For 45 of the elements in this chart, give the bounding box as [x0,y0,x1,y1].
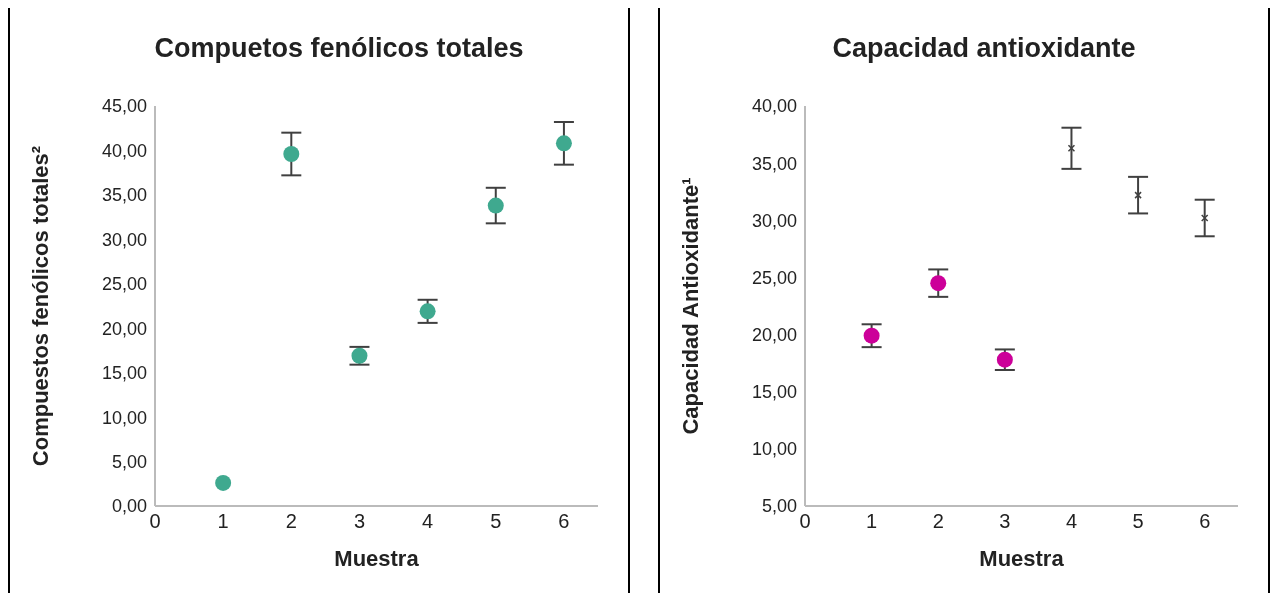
x-tick-label: 1 [217,510,229,533]
x-tick-label: 0 [799,510,811,533]
y-tick-label: 15,00 [101,363,147,384]
x-tick-label: 2 [932,510,944,533]
y-tick-label: 35,00 [751,153,797,174]
x-tick-label: 1 [866,510,878,533]
y-tick-label: 40,00 [101,140,147,161]
y-tick-label: 35,00 [101,185,147,206]
point [555,135,572,152]
y-tick-label: 45,00 [101,96,147,117]
y-tick-label: 20,00 [101,318,147,339]
x-tick-label: 4 [1065,510,1078,533]
y-axis-title: Compuestos fenólicos totales² [27,145,53,467]
point [419,303,436,320]
y-tick-label: 5,00 [761,496,797,517]
x-axis-title: Muestra [979,546,1065,571]
y-tick-label: 10,00 [751,439,797,460]
y-tick-label: 40,00 [751,96,797,117]
point [487,197,504,214]
x-tick-label: 3 [999,510,1011,533]
x-tick-label: 3 [353,510,366,533]
y-axis-title: Capacidad Antioxidante¹ [677,177,703,435]
chart-title: Compuetos fenólicos totales [153,31,525,65]
y-tick-label: 15,00 [751,382,797,403]
y-tick-label: 20,00 [751,324,797,345]
y-tick-label: 25,00 [101,274,147,295]
point [930,275,947,292]
x-tick-label: 5 [490,510,502,533]
x-tick-label: 2 [285,510,297,533]
x-tick-label: 4 [422,510,434,533]
x-axis-title: Muestra [334,546,420,571]
y-tick-label: 0,00 [111,496,147,517]
y-tick-label: 30,00 [751,210,797,231]
chart-title: Capacidad antioxidante [831,31,1137,65]
point [863,327,880,344]
point [283,146,300,162]
y-tick-label: 10,00 [101,407,147,428]
x-tick-label: 0 [149,510,161,533]
y-tick-label: 5,00 [111,451,147,472]
x-tick-label: 5 [1132,510,1144,533]
y-tick-label: 25,00 [751,267,797,288]
x-tick-label: 6 [558,510,570,533]
y-tick-label: 30,00 [101,229,147,250]
point [215,474,232,491]
x-tick-label: 6 [1199,510,1211,533]
